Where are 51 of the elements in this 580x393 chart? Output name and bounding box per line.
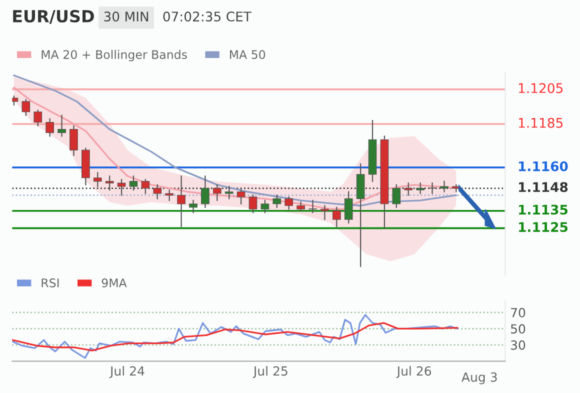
candlestick bbox=[153, 184, 162, 200]
candlestick bbox=[93, 172, 102, 188]
candlestick bbox=[58, 114, 66, 137]
candlestick bbox=[392, 184, 401, 208]
legend-label: RSI bbox=[42, 278, 59, 288]
candlestick bbox=[46, 118, 54, 137]
candlestick bbox=[416, 182, 424, 194]
candlestick bbox=[22, 99, 30, 116]
candlestick bbox=[201, 176, 210, 208]
candlestick bbox=[428, 182, 436, 194]
candlestick bbox=[177, 176, 186, 228]
legend-label: 9MA bbox=[102, 278, 127, 288]
chart-subtitle: 30 MIN bbox=[104, 12, 148, 22]
legend-label: MA 20 + Bollinger Bands bbox=[42, 50, 187, 62]
x-tick-label: Jul 24 bbox=[109, 366, 144, 378]
candlestick bbox=[440, 180, 448, 192]
ref-line-label: 1.1160 bbox=[518, 161, 568, 172]
candlestick bbox=[189, 200, 198, 214]
y-tick-label: 50 bbox=[511, 324, 526, 334]
ref-line-label: 1.1135 bbox=[518, 204, 568, 215]
ref-line-label: 1.1125 bbox=[518, 222, 568, 232]
text: 07:02:35 CET bbox=[163, 12, 252, 22]
candlestick bbox=[70, 125, 78, 156]
candlestick bbox=[284, 196, 294, 210]
candlestick bbox=[248, 194, 258, 214]
candlestick bbox=[260, 200, 270, 214]
candlestick bbox=[212, 184, 222, 201]
candlestick bbox=[129, 176, 138, 191]
legend-label: MA 50 bbox=[230, 50, 266, 60]
candlestick bbox=[320, 205, 329, 220]
candlestick bbox=[236, 189, 246, 204]
candlestick bbox=[308, 200, 317, 214]
ref-line-label: 1.1205 bbox=[518, 83, 563, 94]
candlestick bbox=[165, 189, 174, 201]
x-tick-label: Jul 25 bbox=[252, 366, 288, 378]
chart-title: EUR/USD bbox=[13, 10, 94, 24]
candlestick bbox=[34, 110, 42, 126]
candlestick bbox=[332, 206, 341, 228]
y-tick-label: 70 bbox=[511, 308, 526, 318]
candlestick bbox=[105, 176, 114, 191]
candlestick bbox=[344, 191, 353, 224]
y-tick-label: 30 bbox=[510, 340, 526, 350]
candlestick bbox=[272, 194, 282, 208]
text: Aug 3 bbox=[462, 372, 497, 384]
candlestick bbox=[117, 179, 126, 196]
x-tick-label: Jul 26 bbox=[396, 366, 432, 378]
ref-line-label: 1.1185 bbox=[518, 118, 563, 128]
candlestick bbox=[224, 186, 234, 200]
ref-line-label: 1.1148 bbox=[518, 182, 568, 192]
candlestick bbox=[141, 179, 150, 194]
candlestick bbox=[404, 182, 413, 196]
